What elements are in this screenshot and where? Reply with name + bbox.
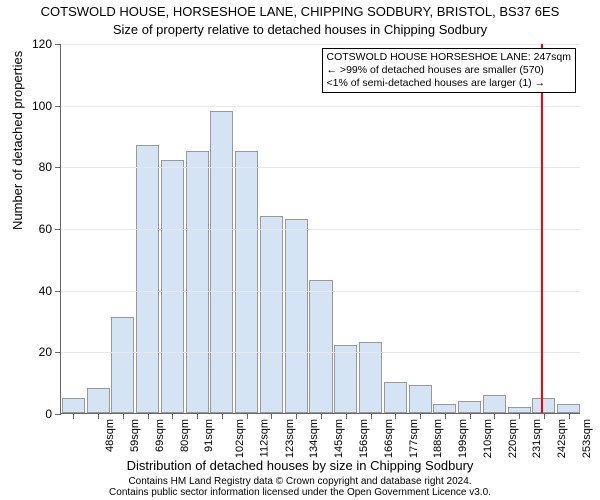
x-tick <box>197 413 198 419</box>
histogram-bar <box>384 382 407 413</box>
x-tick-label: 253sqm <box>581 419 593 458</box>
histogram-bar <box>111 317 134 413</box>
y-tick-label: 80 <box>39 160 61 174</box>
annotation-line3: <1% of semi-detached houses are larger (… <box>327 77 571 90</box>
histogram-bar <box>260 216 283 413</box>
histogram-bar <box>62 398 85 413</box>
y-tick-label: 40 <box>39 284 61 298</box>
x-tick-label: 199sqm <box>457 419 469 458</box>
x-tick-label: 91sqm <box>203 419 215 452</box>
annotation-line2: ← >99% of detached houses are smaller (5… <box>327 64 571 77</box>
histogram-bar <box>235 151 258 413</box>
gridline <box>61 229 580 230</box>
gridline <box>61 106 580 107</box>
histogram-bar <box>210 111 233 413</box>
x-tick-label: 242sqm <box>556 419 568 458</box>
x-tick-label: 48sqm <box>104 419 116 452</box>
x-tick <box>148 413 149 419</box>
x-tick <box>519 413 520 419</box>
y-axis-label: Number of detached properties <box>10 51 25 230</box>
histogram-bar <box>433 404 456 413</box>
x-tick <box>470 413 471 419</box>
x-axis-label: Distribution of detached houses by size … <box>0 458 600 473</box>
x-tick-label: 123sqm <box>284 419 296 458</box>
x-tick <box>346 413 347 419</box>
x-tick <box>222 413 223 419</box>
x-tick <box>445 413 446 419</box>
y-tick-label: 20 <box>39 345 61 359</box>
x-tick-label: 69sqm <box>154 419 166 452</box>
x-tick-label: 102sqm <box>234 419 246 458</box>
x-tick <box>494 413 495 419</box>
reference-marker-line <box>541 44 543 413</box>
chart-title-sub: Size of property relative to detached ho… <box>0 22 600 37</box>
gridline <box>61 291 580 292</box>
histogram-bar <box>557 404 580 413</box>
histogram-bar <box>309 280 332 413</box>
x-tick-label: 59sqm <box>129 419 141 452</box>
annotation-box: COTSWOLD HOUSE HORSESHOE LANE: 247sqm ← … <box>322 48 576 93</box>
gridline <box>61 352 580 353</box>
x-tick <box>296 413 297 419</box>
y-tick-label: 120 <box>32 37 61 51</box>
x-tick <box>172 413 173 419</box>
histogram-bar <box>186 151 209 413</box>
x-tick-label: 210sqm <box>482 419 494 458</box>
x-tick <box>271 413 272 419</box>
x-tick <box>569 413 570 419</box>
x-tick <box>98 413 99 419</box>
caption-line2: Contains public sector information licen… <box>109 487 491 498</box>
x-tick <box>371 413 372 419</box>
x-tick <box>544 413 545 419</box>
x-tick-label: 231sqm <box>531 419 543 458</box>
x-tick-label: 156sqm <box>358 419 370 458</box>
x-tick <box>73 413 74 419</box>
histogram-bar <box>161 160 184 413</box>
histogram-bar <box>87 388 110 413</box>
histogram-bar <box>136 145 159 413</box>
histogram-bar <box>334 345 357 413</box>
x-tick <box>321 413 322 419</box>
x-tick-label: 166sqm <box>383 419 395 458</box>
histogram-bar <box>532 398 555 413</box>
chart-caption: Contains HM Land Registry data © Crown c… <box>4 476 596 498</box>
x-tick <box>395 413 396 419</box>
y-tick-label: 60 <box>39 222 61 236</box>
gridline <box>61 167 580 168</box>
chart-container: { "title_main": "COTSWOLD HOUSE, HORSESH… <box>0 0 600 500</box>
chart-title-main: COTSWOLD HOUSE, HORSESHOE LANE, CHIPPING… <box>0 4 600 19</box>
plot-area: 02040608010012048sqm59sqm69sqm80sqm91sqm… <box>60 44 580 414</box>
x-tick-label: 80sqm <box>179 419 191 452</box>
y-tick-label: 100 <box>32 99 61 113</box>
y-tick-label: 0 <box>45 407 61 421</box>
x-tick-label: 177sqm <box>408 419 420 458</box>
gridline <box>61 44 580 45</box>
histogram-bar <box>458 401 481 413</box>
histogram-bar <box>285 219 308 413</box>
x-tick-label: 188sqm <box>432 419 444 458</box>
x-tick <box>247 413 248 419</box>
x-tick <box>123 413 124 419</box>
histogram-bar <box>483 395 506 414</box>
x-tick-label: 134sqm <box>309 419 321 458</box>
histogram-bar <box>409 385 432 413</box>
x-tick <box>420 413 421 419</box>
x-tick-label: 145sqm <box>333 419 345 458</box>
caption-line1: Contains HM Land Registry data © Crown c… <box>128 476 471 487</box>
x-tick-label: 220sqm <box>507 419 519 458</box>
annotation-line1: COTSWOLD HOUSE HORSESHOE LANE: 247sqm <box>327 51 571 64</box>
x-tick-label: 112sqm <box>258 419 270 457</box>
